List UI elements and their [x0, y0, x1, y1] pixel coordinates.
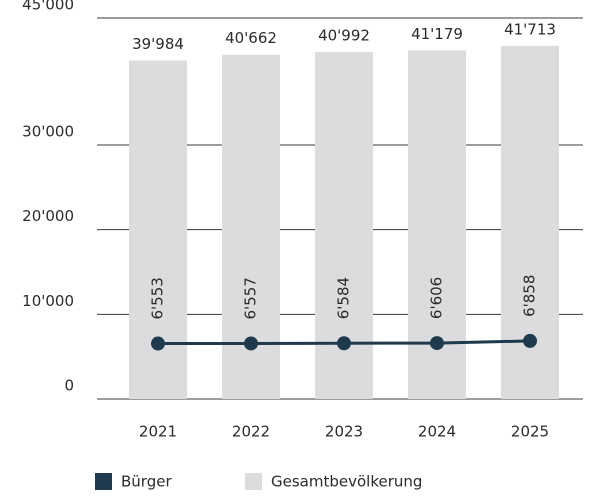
line-point — [523, 333, 537, 348]
line-value-label: 6'584 — [335, 277, 353, 319]
y-tick-label: 20'000 — [22, 207, 74, 225]
line-value-label: 6'557 — [242, 277, 260, 319]
bar-value-label: 41'179 — [411, 25, 463, 43]
line-point — [430, 336, 444, 351]
x-tick-label: 2024 — [418, 423, 456, 441]
y-tick-label: 30'000 — [22, 123, 74, 141]
x-tick-label: 2025 — [511, 423, 549, 441]
line-point — [244, 336, 258, 351]
line-point — [337, 336, 351, 351]
line-value-label: 6'858 — [521, 275, 539, 317]
x-tick-label: 2021 — [139, 423, 177, 441]
bar-value-label: 40'662 — [225, 29, 277, 47]
bar-value-label: 39'984 — [132, 35, 184, 53]
legend-swatch — [245, 473, 262, 490]
y-tick-label: 0 — [64, 377, 74, 395]
line-point — [151, 336, 165, 351]
x-tick-label: 2023 — [325, 423, 363, 441]
bar-value-label: 41'713 — [504, 20, 556, 38]
legend-swatch — [95, 473, 112, 490]
line-value-label: 6'606 — [428, 277, 446, 319]
legend-label: Gesamtbevölkerung — [271, 473, 422, 491]
legend-label: Bürger — [121, 473, 172, 491]
y-tick-label: 45'000 — [22, 0, 74, 14]
y-tick-label: 10'000 — [22, 292, 74, 310]
line-value-label: 6'553 — [149, 277, 167, 319]
x-tick-label: 2022 — [232, 423, 270, 441]
bar-value-label: 40'992 — [318, 26, 370, 44]
